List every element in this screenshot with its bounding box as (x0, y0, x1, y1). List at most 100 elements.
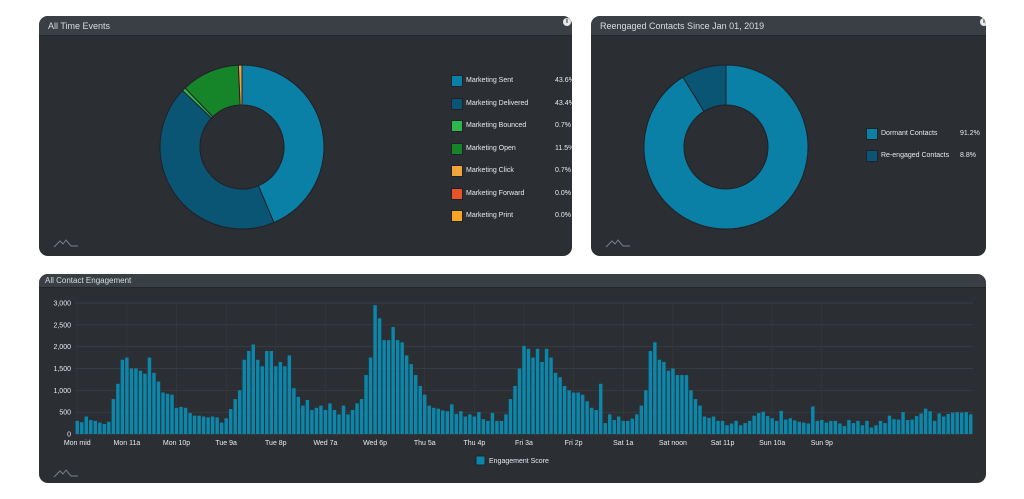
bar[interactable] (517, 368, 522, 435)
bar[interactable] (170, 394, 174, 434)
bar[interactable] (463, 416, 468, 434)
bar[interactable] (639, 405, 644, 434)
bar[interactable] (499, 420, 504, 434)
bar[interactable] (436, 408, 440, 434)
bar[interactable] (585, 401, 589, 434)
bar[interactable] (820, 420, 824, 434)
bar[interactable] (80, 422, 84, 434)
bar[interactable] (941, 416, 946, 434)
bar[interactable] (98, 422, 102, 434)
bar[interactable] (129, 368, 134, 435)
bar[interactable] (630, 418, 635, 434)
bar[interactable] (797, 421, 801, 434)
bar[interactable] (856, 420, 860, 434)
bar[interactable] (621, 420, 625, 434)
bar[interactable] (874, 425, 878, 434)
legend-item[interactable]: Marketing Print 0.0% (451, 210, 571, 222)
bar[interactable] (617, 416, 621, 434)
bar[interactable] (305, 399, 310, 434)
bar[interactable] (553, 372, 558, 434)
bar[interactable] (206, 417, 210, 434)
bar[interactable] (283, 366, 287, 434)
bar[interactable] (413, 375, 418, 434)
bar[interactable] (892, 419, 896, 434)
bar[interactable] (332, 409, 337, 434)
bar[interactable] (382, 340, 386, 434)
bar[interactable] (950, 412, 955, 434)
bar[interactable] (869, 427, 874, 434)
donut-slice[interactable] (237, 64, 243, 106)
info-icon[interactable]: i (980, 18, 986, 26)
bar[interactable] (901, 412, 905, 434)
bar[interactable] (237, 390, 242, 434)
bar[interactable] (865, 420, 869, 434)
bar[interactable] (432, 407, 436, 434)
bar[interactable] (698, 405, 702, 434)
bar[interactable] (233, 399, 237, 434)
bar[interactable] (319, 405, 323, 434)
bar[interactable] (165, 393, 170, 434)
bar[interactable] (337, 414, 341, 434)
bar[interactable] (747, 420, 752, 434)
bar[interactable] (743, 423, 747, 434)
bar[interactable] (964, 412, 968, 434)
bar[interactable] (350, 409, 355, 434)
bar[interactable] (544, 348, 549, 434)
bar[interactable] (662, 361, 666, 434)
bar[interactable] (93, 420, 98, 434)
bar[interactable] (179, 406, 183, 434)
bar[interactable] (188, 413, 192, 434)
donut-slice[interactable] (241, 64, 325, 224)
donut-slice[interactable] (159, 89, 275, 230)
bar[interactable] (549, 357, 553, 434)
bar[interactable] (445, 411, 450, 434)
bar[interactable] (418, 385, 422, 434)
bar[interactable] (269, 351, 274, 434)
bar[interactable] (468, 414, 472, 434)
donut-slice[interactable] (643, 64, 809, 230)
bar[interactable] (486, 420, 490, 434)
bar[interactable] (540, 361, 544, 434)
bar[interactable] (210, 416, 215, 434)
bar[interactable] (969, 414, 973, 434)
bar[interactable] (219, 422, 224, 434)
bar[interactable] (531, 357, 535, 434)
bar[interactable] (720, 420, 725, 434)
bar[interactable] (359, 399, 364, 434)
bar[interactable] (400, 342, 404, 434)
bar[interactable] (693, 399, 698, 434)
bar[interactable] (603, 423, 607, 434)
bar[interactable] (883, 423, 887, 434)
bar[interactable] (391, 327, 395, 434)
bar[interactable] (495, 420, 499, 434)
bar[interactable] (368, 357, 373, 434)
bar[interactable] (409, 364, 413, 434)
bar[interactable] (666, 370, 671, 434)
bar[interactable] (152, 372, 156, 434)
bar[interactable] (680, 375, 684, 434)
bar[interactable] (183, 407, 188, 434)
bar[interactable] (323, 409, 328, 434)
bar[interactable] (328, 403, 332, 434)
bar[interactable] (477, 412, 481, 434)
bar[interactable] (914, 416, 919, 434)
bar[interactable] (653, 342, 657, 434)
bar[interactable] (774, 420, 779, 434)
bar[interactable] (292, 388, 296, 434)
bar[interactable] (287, 355, 292, 434)
bar[interactable] (459, 411, 463, 434)
info-icon[interactable]: i (563, 18, 571, 26)
bar[interactable] (716, 420, 720, 434)
bar[interactable] (847, 420, 851, 434)
bar[interactable] (102, 423, 107, 434)
bar[interactable] (851, 423, 856, 434)
bar[interactable] (364, 375, 368, 434)
bar[interactable] (711, 416, 716, 434)
bar[interactable] (842, 426, 847, 434)
bar[interactable] (702, 416, 707, 434)
bar[interactable] (635, 414, 639, 434)
legend-item[interactable]: Marketing Click 0.7% (451, 165, 571, 177)
bar[interactable] (522, 345, 526, 434)
bar[interactable] (341, 405, 346, 434)
bar[interactable] (296, 396, 301, 434)
